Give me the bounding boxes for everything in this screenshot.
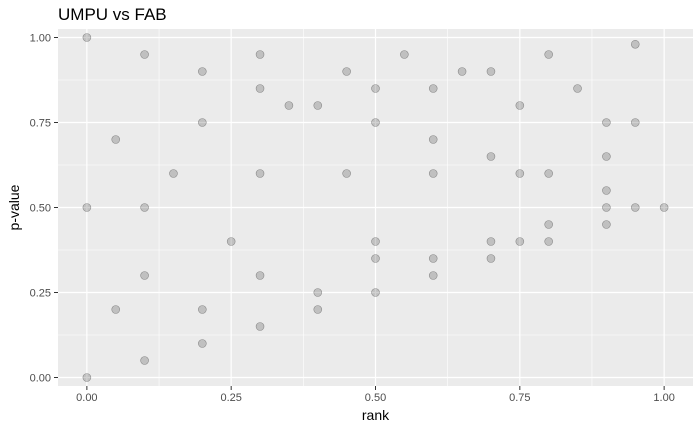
- data-point: [544, 50, 553, 59]
- data-point: [602, 152, 611, 161]
- data-point: [111, 135, 121, 144]
- y-tick-label: 1.00: [30, 33, 51, 45]
- data-point: [255, 84, 265, 93]
- data-point: [486, 152, 496, 161]
- data-point: [428, 254, 438, 263]
- data-point: [284, 101, 294, 110]
- data-point: [602, 220, 611, 229]
- data-point: [82, 373, 92, 382]
- data-point: [140, 50, 149, 59]
- data-point: [371, 118, 380, 127]
- chart-title: UMPU vs FAB: [58, 5, 167, 24]
- data-point: [255, 271, 265, 280]
- data-point: [630, 203, 640, 212]
- y-axis-title: p-value: [6, 184, 22, 230]
- data-point: [198, 305, 207, 314]
- data-point: [573, 84, 582, 93]
- data-point: [544, 220, 553, 229]
- data-point: [198, 339, 207, 348]
- data-point: [313, 305, 323, 314]
- y-tick-label: 0.75: [30, 118, 51, 130]
- data-point: [602, 186, 611, 195]
- data-point: [630, 118, 640, 127]
- y-tick-label: 0.50: [30, 203, 51, 215]
- data-point: [198, 118, 207, 127]
- y-axis: 0.00 0.25 0.50 0.75 1.00: [30, 33, 58, 385]
- x-tick-label: 0.25: [220, 392, 241, 404]
- x-tick-label: 0.75: [509, 392, 530, 404]
- data-point: [313, 288, 323, 297]
- data-point: [515, 101, 525, 110]
- data-point: [169, 169, 178, 178]
- x-axis: 0.00 0.25 0.50 0.75 1.00: [76, 386, 675, 404]
- x-tick-label: 0.00: [76, 392, 97, 404]
- data-points: [82, 33, 669, 382]
- data-point: [226, 237, 236, 246]
- data-point: [111, 305, 121, 314]
- y-tick-label: 0.00: [30, 373, 51, 385]
- data-point: [313, 101, 323, 110]
- data-point: [255, 322, 265, 331]
- data-point: [428, 135, 438, 144]
- data-point: [371, 237, 380, 246]
- data-point: [428, 271, 438, 280]
- data-point: [457, 67, 467, 76]
- data-point: [198, 67, 207, 76]
- data-point: [400, 50, 409, 59]
- data-point: [515, 237, 525, 246]
- data-point: [342, 67, 351, 76]
- x-tick-label: 1.00: [653, 392, 674, 404]
- data-point: [82, 33, 92, 42]
- data-point: [140, 356, 149, 365]
- data-point: [82, 203, 92, 212]
- data-point: [630, 39, 640, 49]
- data-point: [486, 67, 496, 76]
- data-point: [371, 288, 380, 297]
- data-point: [486, 254, 496, 263]
- data-point: [486, 237, 496, 246]
- data-point: [602, 118, 611, 127]
- data-point: [544, 237, 553, 246]
- x-tick-label: 0.50: [365, 392, 386, 404]
- data-point: [140, 203, 149, 212]
- data-point: [255, 50, 265, 59]
- x-axis-title: rank: [362, 407, 390, 423]
- y-tick-label: 0.25: [30, 288, 51, 300]
- major-gridlines: [58, 29, 693, 386]
- data-point: [428, 169, 438, 178]
- data-point: [255, 169, 265, 178]
- data-point: [544, 169, 553, 178]
- data-point: [140, 271, 149, 280]
- data-point: [659, 203, 669, 212]
- data-point: [371, 84, 380, 93]
- data-point: [602, 203, 611, 212]
- data-point: [515, 169, 525, 178]
- data-point: [428, 84, 438, 93]
- data-point: [371, 254, 380, 263]
- data-point: [342, 169, 351, 178]
